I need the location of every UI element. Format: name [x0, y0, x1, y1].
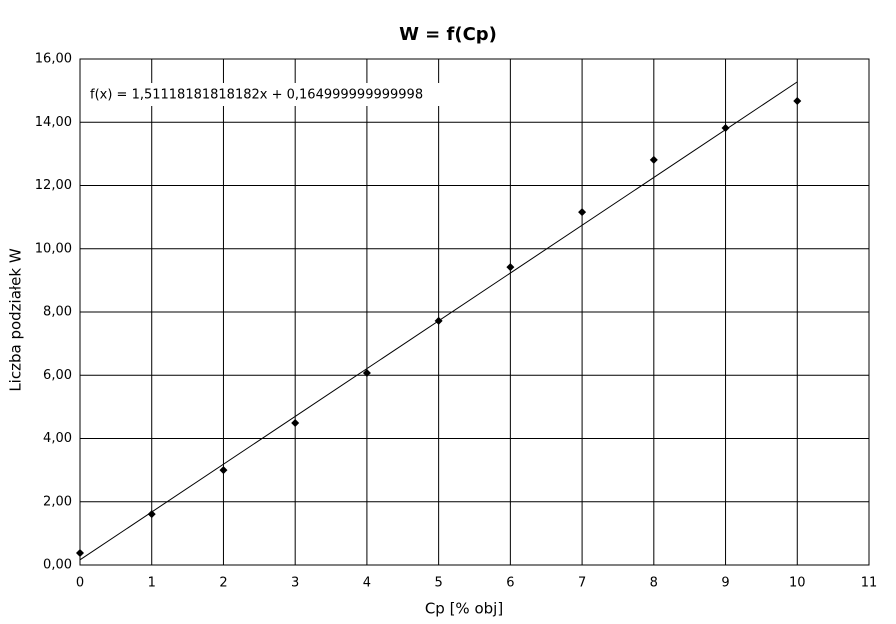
- x-tick-label: 3: [291, 576, 299, 591]
- data-point: [76, 548, 84, 557]
- x-tick-label: 0: [76, 576, 84, 591]
- y-tick-label: 14,00: [35, 115, 72, 130]
- data-point: [219, 466, 228, 475]
- x-tick-label: 2: [219, 576, 227, 591]
- x-tick-label: 9: [721, 576, 729, 591]
- plot-border: [79, 58, 870, 566]
- x-tick-label: 7: [578, 576, 586, 591]
- x-axis-title: Cp [% obj]: [425, 600, 503, 618]
- x-tick-label: 10: [789, 576, 806, 591]
- chart-title: W = f(Cp): [399, 24, 497, 45]
- data-point: [291, 419, 300, 428]
- data-point: [578, 208, 587, 217]
- x-tick-label: 5: [434, 576, 442, 591]
- y-axis-title: Liczba podziałek W: [7, 248, 25, 392]
- data-point: [434, 316, 443, 325]
- equation-box: [84, 83, 446, 106]
- data-point: [793, 97, 802, 106]
- data-point: [649, 155, 658, 164]
- y-tick-label: 10,00: [35, 241, 72, 256]
- x-tick-label: 4: [363, 576, 371, 591]
- x-tick-label: 11: [861, 576, 878, 591]
- data-point: [362, 369, 371, 378]
- data-point: [721, 123, 730, 132]
- x-tick-label: 6: [506, 576, 514, 591]
- y-tick-label: 8,00: [43, 305, 72, 320]
- equation-label: f(x) = 1,51118181818182x + 0,16499999999…: [90, 88, 423, 103]
- data-point: [147, 510, 156, 519]
- x-tick-label: 8: [650, 576, 658, 591]
- y-tick-label: 6,00: [43, 368, 72, 383]
- y-tick-label: 2,00: [43, 494, 72, 509]
- data-point: [506, 263, 515, 272]
- y-tick-label: 16,00: [35, 52, 72, 67]
- y-tick-label: 4,00: [43, 431, 72, 446]
- y-tick-label: 12,00: [35, 178, 72, 193]
- y-tick-label: 0,00: [43, 558, 72, 573]
- x-tick-label: 1: [148, 576, 156, 591]
